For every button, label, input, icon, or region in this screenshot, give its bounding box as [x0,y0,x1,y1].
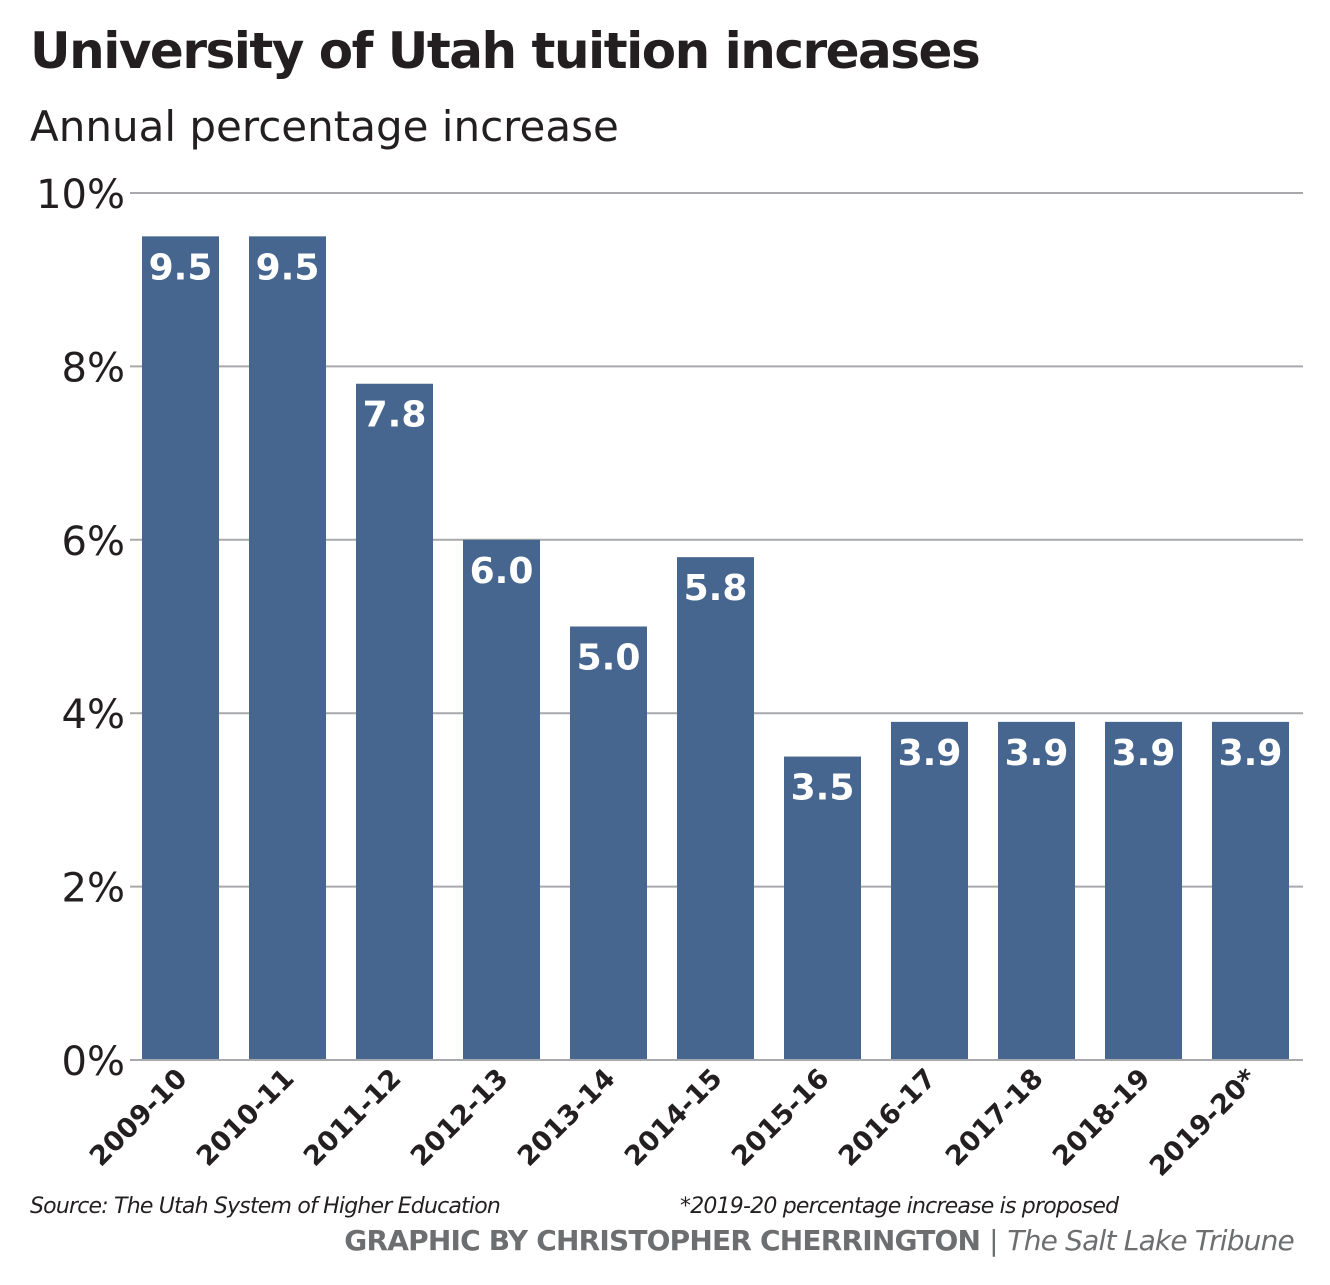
bar [891,721,968,1060]
y-tick-label: 2% [62,866,125,912]
bar [142,236,219,1061]
y-tick-label: 0% [62,1039,125,1085]
bar [356,383,433,1060]
y-tick-label: 6% [62,519,125,565]
x-tick-label: 2010-11 [191,1063,301,1173]
data-label: 3.9 [1219,733,1283,774]
bar [249,236,326,1061]
x-tick-label: 2012-13 [405,1063,515,1173]
bar [677,557,754,1060]
data-label: 3.9 [1005,733,1069,774]
data-label: 7.8 [363,395,427,436]
bar [570,626,647,1060]
data-label: 9.5 [149,247,213,288]
x-tick-label: 2019-20* [1144,1063,1264,1183]
x-tick-label: 2016-17 [833,1063,943,1173]
data-label: 5.0 [577,638,641,679]
bar [1212,721,1289,1060]
data-label: 3.9 [898,733,962,774]
chart-title: University of Utah tuition increases [30,22,981,80]
source-note: Source: The Utah System of Higher Educat… [30,1194,501,1219]
x-tick-label: 2014-15 [619,1063,729,1173]
bar [463,539,540,1060]
bar [1105,721,1182,1060]
credit-line: GRAPHIC BY CHRISTOPHER CHERRINGTON | The… [344,1224,1295,1257]
x-tick-label: 2013-14 [512,1063,622,1173]
y-tick-label: 4% [62,692,125,738]
data-label: 3.9 [1112,733,1176,774]
bar [784,756,861,1060]
data-label: 9.5 [256,247,320,288]
data-label: 3.5 [791,768,855,809]
x-tick-label: 2018-19 [1047,1063,1157,1173]
data-label: 6.0 [470,551,534,592]
y-tick-label: 8% [62,345,125,391]
publication-name: The Salt Lake Tribune [1007,1224,1294,1257]
separator: | [989,1224,999,1257]
footnote: *2019-20 percentage increase is proposed [680,1194,1119,1219]
x-tick-label: 2015-16 [726,1063,836,1173]
bar [998,721,1075,1060]
data-label: 5.8 [684,568,748,609]
x-tick-label: 2011-12 [298,1063,408,1173]
y-tick-label: 10% [36,172,125,218]
x-tick-label: 2017-18 [940,1063,1050,1173]
graphic-credit: GRAPHIC BY CHRISTOPHER CHERRINGTON [344,1224,981,1257]
chart-subtitle: Annual percentage increase [30,102,619,151]
